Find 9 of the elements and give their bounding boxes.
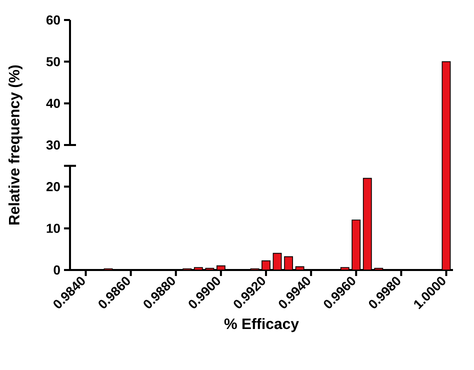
x-axis-title: % Efficacy	[224, 318, 299, 332]
y-tick-label: 60	[46, 15, 60, 25]
y-tick-label: 40	[46, 98, 60, 108]
y-tick-label: 50	[46, 57, 60, 66]
y-tick-label: 10	[46, 224, 60, 233]
y-tick-label: 20	[46, 182, 60, 192]
y-tick-label: 0	[54, 265, 60, 275]
y-axis-title: Relative frequency (%)	[8, 65, 22, 224]
y-tick-label: 30	[46, 140, 60, 150]
